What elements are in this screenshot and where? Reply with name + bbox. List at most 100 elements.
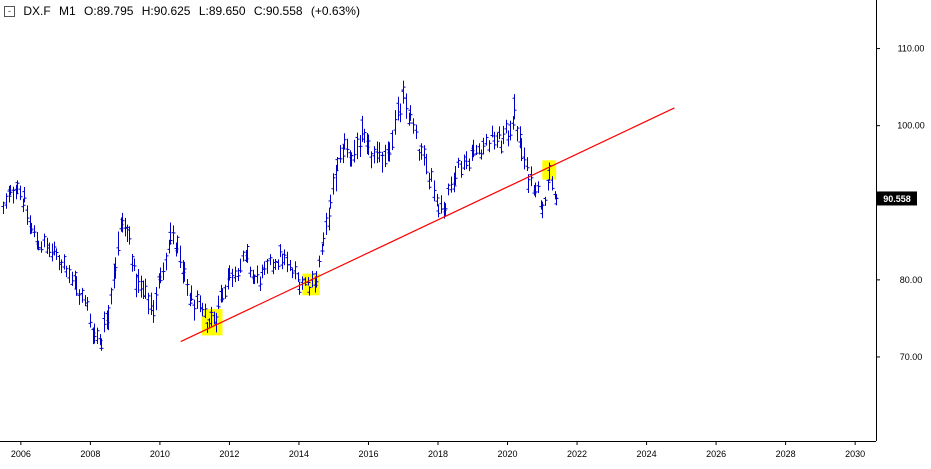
ohlc-bar: [143, 278, 148, 299]
ohlc-bar: [522, 147, 527, 170]
ohlc-bar: [273, 258, 278, 270]
ohlc-bar: [515, 126, 520, 142]
ohlc-bar: [64, 265, 69, 278]
ohlc-bar: [439, 195, 444, 214]
ohlc-bar: [417, 148, 422, 161]
ohlc-bar: [383, 144, 388, 168]
ohlc-bar: [297, 281, 302, 295]
ohlc-bar: [429, 168, 434, 182]
x-tick-label: 2010: [150, 449, 170, 459]
y-tick-label: 70.00: [900, 352, 923, 362]
ohlc-bar: [102, 311, 107, 333]
ohlc-bar: [358, 134, 363, 157]
ohlc-bar: [255, 265, 260, 284]
ohlc-bar: [497, 126, 502, 140]
ohlc-bar: [293, 261, 298, 280]
ohlc-bar: [92, 323, 97, 344]
ohlc-bar: [67, 265, 72, 284]
ohlc-bar: [99, 338, 104, 351]
ohlc-bar: [134, 273, 139, 298]
ohlc-bar: [327, 207, 332, 231]
ohlc-bar: [369, 151, 374, 169]
x-tick-label: 2008: [80, 449, 100, 459]
ohlc-bar: [146, 292, 151, 315]
x-tick-label: 2012: [219, 449, 239, 459]
ohlc-bar: [182, 261, 187, 282]
ohlc-bar: [345, 138, 350, 158]
x-tick-label: 2014: [289, 449, 309, 459]
trendline[interactable]: [180, 107, 675, 343]
ohlc-bar: [7, 185, 12, 203]
ohlc-bar: [456, 157, 461, 169]
ohlc-bar: [15, 180, 20, 195]
ohlc-bar: [42, 233, 47, 248]
ohlc-bar: [238, 258, 243, 273]
ohlc-bar: [481, 137, 486, 155]
last-price-label: 90.558: [883, 194, 911, 204]
ohlc-bar: [168, 222, 173, 245]
ohlc-bar: [106, 305, 111, 331]
x-tick-label: 2020: [498, 449, 518, 459]
ohlc-bar: [443, 203, 448, 217]
trendline-layer[interactable]: [180, 107, 675, 343]
collapse-button[interactable]: -: [4, 6, 15, 17]
ohlc-bar: [529, 166, 534, 187]
ohlc-bar: [241, 250, 246, 262]
ohlc-bar: [518, 126, 523, 149]
y-tick-label: 100.00: [897, 121, 925, 131]
ohlc-bar: [214, 312, 219, 333]
ohlc-bar: [407, 112, 412, 126]
ohlc-bar: [265, 258, 270, 274]
ohlc-bar: [83, 295, 88, 306]
ohlc-bar: [278, 244, 283, 258]
ohlc-bar: [338, 145, 343, 163]
close-value: C:90.558: [253, 4, 303, 18]
last-price-badge: [877, 191, 917, 206]
ohlc-bar: [4, 193, 9, 209]
ohlc-bar: [377, 142, 382, 163]
ohlc-bar: [390, 130, 395, 151]
ohlc-bar: [404, 93, 409, 119]
ohlc-bar: [113, 257, 118, 279]
ohlc-bar: [248, 266, 253, 278]
ohlc-bar: [512, 94, 517, 120]
ohlc-bar: [341, 144, 346, 164]
ohlc-bar: [550, 176, 555, 191]
ohlc-bar: [484, 133, 489, 146]
ohlc-bar: [449, 176, 454, 193]
ohlc-bar: [366, 134, 371, 156]
ohlc-bar: [47, 242, 52, 258]
low-value: L:89.650: [198, 4, 246, 18]
ohlc-bar: [487, 140, 492, 153]
ohlc-bar: [154, 287, 159, 311]
highlight-box-1: [201, 309, 223, 336]
ohlc-bar: [74, 276, 79, 296]
ohlc-bar: [139, 275, 144, 298]
high-value: H:90.625: [141, 4, 191, 18]
ohlc-bar: [227, 265, 232, 281]
ohlc-bar: [282, 249, 287, 266]
ohlc-bar: [414, 124, 419, 140]
x-tick-label: 2006: [11, 449, 31, 459]
x-tick-label: 2028: [776, 449, 796, 459]
ohlc-bar: [396, 96, 401, 121]
ohlc-bar: [220, 288, 225, 303]
ohlc-bar: [189, 285, 194, 301]
ohlc-bar: [508, 120, 513, 141]
ohlc-bar: [519, 138, 524, 162]
ohlc-bar: [321, 232, 326, 247]
ohlc-bar: [73, 270, 78, 290]
x-tick-label: 2030: [845, 449, 865, 459]
ohlc-bar: [268, 254, 273, 266]
ohlc-bar: [136, 269, 141, 293]
ohlc-bar: [245, 244, 250, 263]
change-value: (+0.63%): [310, 4, 360, 18]
x-tick-label: 2018: [428, 449, 448, 459]
ohlc-bar: [459, 161, 464, 178]
ohlc-bar: [432, 180, 437, 202]
ohlc-bar: [233, 266, 238, 283]
ohlc-bar: [422, 145, 427, 166]
open-value: O:89.795: [84, 4, 134, 18]
ohlc-bar: [464, 151, 469, 170]
